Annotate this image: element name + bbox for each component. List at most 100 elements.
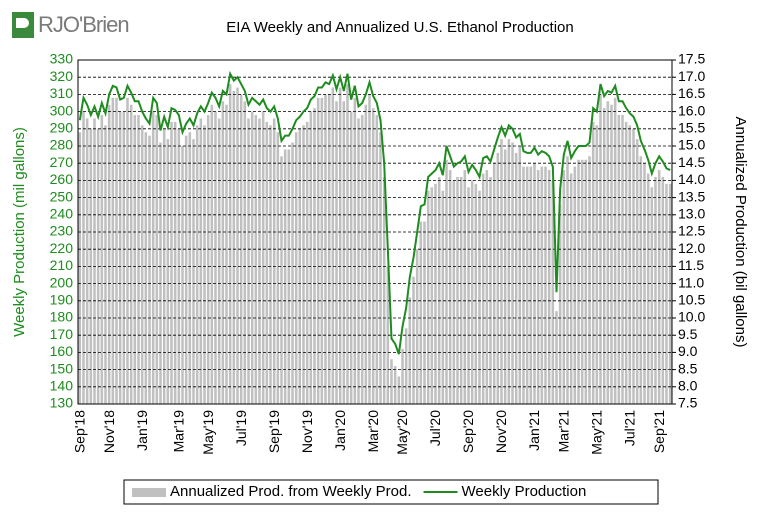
bar (584, 159, 588, 404)
y-tick-label: 270 (50, 154, 74, 170)
bar (140, 125, 144, 405)
x-tick-label: Sep'18 (72, 410, 88, 453)
bar (159, 142, 162, 404)
bar (272, 118, 276, 404)
y-tick-label: 150 (50, 360, 74, 376)
bar (602, 108, 606, 404)
bar (555, 311, 558, 404)
bar (188, 132, 192, 405)
bar (316, 97, 320, 404)
y2-tick-label: 8.0 (678, 378, 698, 394)
bar (522, 166, 525, 404)
y-tick-label: 210 (50, 257, 74, 273)
x-tick-label: Mar'19 (171, 410, 187, 453)
bar (107, 104, 111, 404)
x-tick-label: Jul'20 (427, 410, 443, 446)
bar (569, 173, 573, 404)
bar (342, 101, 346, 404)
y2-tick-label: 15.5 (678, 120, 705, 136)
bar (122, 111, 126, 404)
bar (331, 87, 335, 405)
bar (470, 180, 474, 404)
y-tick-label: 200 (50, 274, 74, 290)
legend-label: Weekly Production (462, 483, 587, 500)
y2-tick-label: 11.5 (678, 257, 704, 273)
bar (423, 221, 426, 404)
y2-tick-label: 10.0 (678, 309, 705, 325)
x-tick-label: Mar'20 (365, 410, 381, 453)
bar (500, 139, 503, 404)
bar (654, 176, 657, 404)
bar (137, 115, 140, 404)
bar (206, 115, 210, 404)
bar (133, 115, 137, 404)
line (78, 70, 671, 355)
y-tick-label: 230 (50, 223, 74, 239)
bar (562, 170, 566, 404)
bar (668, 183, 672, 404)
bar (478, 190, 481, 404)
bar (243, 101, 247, 404)
bar (485, 170, 489, 404)
logo-icon-mark (16, 18, 29, 28)
x-tick-label: Jan'21 (526, 410, 542, 451)
bar (657, 170, 661, 404)
bar (426, 190, 430, 404)
bar (349, 111, 353, 404)
bar (118, 111, 122, 404)
bar (408, 297, 412, 404)
y-axis-title: Weekly Production (mil gallons) (11, 127, 28, 337)
bar (247, 118, 250, 404)
bar (635, 139, 639, 404)
y-tick-label: 260 (50, 171, 74, 187)
y2-tick-label: 16.0 (678, 102, 705, 118)
bar (544, 166, 547, 404)
bar (166, 139, 170, 404)
bar (85, 118, 89, 404)
bar (192, 139, 195, 404)
y-tick-label: 170 (50, 326, 74, 342)
logo-text: RJO'Brien (38, 12, 129, 37)
bar (78, 132, 82, 405)
bar (302, 125, 305, 405)
bar (379, 132, 382, 405)
bar (104, 125, 107, 405)
bar (430, 187, 434, 404)
bar (474, 183, 478, 404)
y-tick-label: 280 (50, 137, 74, 153)
bar (126, 97, 129, 404)
bar (214, 111, 217, 404)
bar (232, 90, 236, 405)
x-tick-label: Jul'19 (233, 410, 249, 446)
bar (181, 146, 184, 404)
bar (591, 121, 595, 405)
bar (617, 115, 621, 404)
bar (338, 87, 342, 405)
x-tick-label: Sep'19 (266, 410, 282, 453)
bar (170, 121, 173, 405)
bar (503, 149, 507, 404)
bar (650, 187, 654, 404)
bar (261, 111, 265, 404)
bar (173, 121, 177, 405)
bar (547, 170, 551, 404)
bar (434, 183, 437, 404)
bar (360, 115, 364, 404)
bar (481, 173, 485, 404)
bar (441, 190, 445, 404)
bar (518, 146, 522, 404)
bar (580, 159, 584, 404)
bar (456, 176, 459, 404)
y2-tick-label: 10.5 (678, 292, 705, 308)
bar (382, 176, 386, 404)
bar (239, 94, 243, 405)
bar (111, 97, 115, 404)
x-tick-label: Nov'19 (299, 410, 315, 453)
bar (129, 104, 133, 404)
y-tick-label: 250 (50, 188, 74, 204)
bar (236, 87, 239, 405)
bar (203, 125, 206, 405)
x-tick-label: May'21 (589, 410, 605, 455)
y-tick-label: 290 (50, 120, 74, 136)
